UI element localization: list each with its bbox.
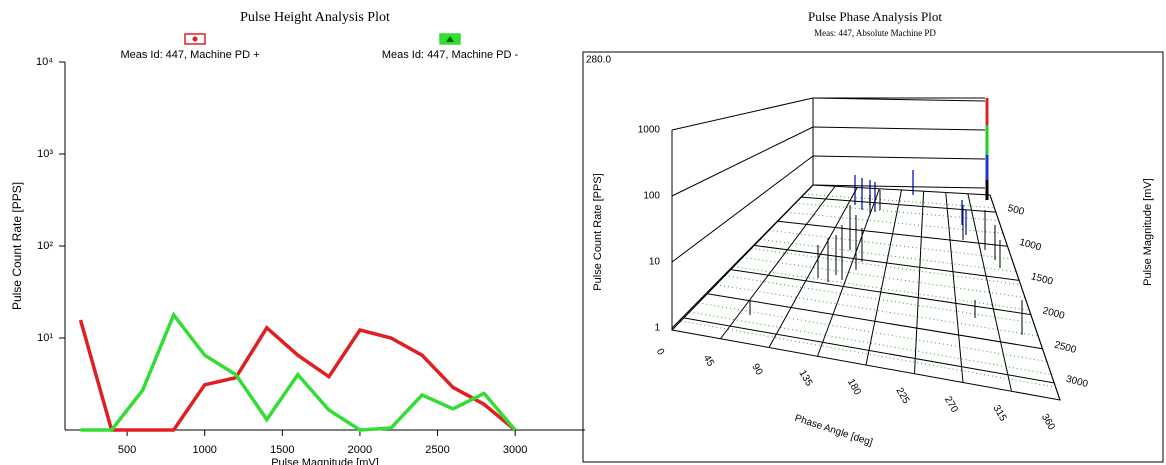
z-tick-label: 3000	[1065, 374, 1090, 390]
floor-grid-line	[945, 192, 964, 383]
chart-title: Pulse Height Analysis Plot	[240, 10, 390, 25]
floor-grid-line	[817, 188, 880, 357]
x-tick-label: 2000	[348, 444, 372, 456]
x-tick-label: 45	[701, 353, 716, 369]
floor-grid-line	[730, 269, 1031, 316]
z-axis-label: Pulse Magnitude [mV]	[1142, 178, 1154, 286]
y-tick-label: 10⁴	[36, 56, 53, 68]
y-tick-label: 10³	[37, 148, 53, 160]
wall-grid	[812, 97, 986, 102]
x-tick-label: 3000	[503, 444, 527, 456]
legend-marker	[446, 36, 454, 42]
z-tick-label: 1500	[1030, 271, 1055, 287]
x-tick-label: 360	[1039, 412, 1057, 432]
x-tick-label: 270	[942, 395, 960, 415]
chart-title: Pulse Phase Analysis Plot	[808, 9, 942, 24]
floor-grid-line	[754, 244, 1020, 281]
x-tick-label: 180	[845, 377, 863, 397]
series-line	[78, 319, 517, 432]
x-axis-label: Phase Angle [deg]	[793, 413, 874, 449]
x-tick-label: 1000	[192, 444, 216, 456]
x-tick-label: 500	[118, 444, 136, 456]
floor-grid-line	[720, 185, 836, 340]
y-tick-label: 100	[643, 191, 660, 202]
z-tick-label: 1000	[1018, 237, 1043, 253]
wall-grid	[812, 126, 986, 131]
wall-grid	[812, 184, 986, 189]
pulse-spikes-blue	[854, 170, 967, 235]
floor-grid-line	[707, 293, 1043, 350]
x-tick-label: 1500	[270, 444, 294, 456]
floor-grid-line	[768, 187, 858, 348]
legend-label: Meas Id: 447, Machine PD +	[120, 49, 259, 61]
floor-grid-line	[683, 317, 1055, 384]
floor-grid-line	[777, 220, 1008, 247]
x-tick-label: 2500	[425, 444, 449, 456]
right-panel-frame	[582, 51, 1164, 463]
pulse-spikes	[749, 190, 1023, 335]
x-tick-label: 90	[749, 362, 764, 378]
z-tick-label: 2000	[1041, 305, 1066, 321]
floor	[670, 184, 1061, 401]
y-axis-label: Pulse Count Rate [PPS]	[592, 173, 604, 290]
chart-subtitle: Meas: 447, Absolute Machine PD	[814, 28, 936, 38]
floor-grid-line	[914, 191, 925, 374]
floor-grid-line	[671, 184, 814, 331]
y-tick-label: 1	[654, 323, 660, 334]
legend-marker	[192, 36, 198, 42]
corner-label: 280.0	[586, 55, 611, 66]
x-axis-label: Pulse Magnitude [mV]	[271, 457, 379, 465]
x-tick-label: 0	[654, 347, 667, 358]
wall-grid	[671, 155, 814, 263]
y-tick-label: 10¹	[37, 332, 53, 344]
x-tick-label: 135	[796, 368, 814, 388]
wall-grid	[671, 126, 814, 197]
z-tick-label: 2500	[1053, 340, 1078, 356]
y-axis-label: Pulse Count Rate [PPS]	[10, 182, 24, 310]
x-tick-label: 225	[893, 386, 911, 406]
floor-grid-line	[801, 196, 996, 213]
series-line	[80, 311, 517, 432]
z-tick-label: 500	[1006, 203, 1025, 218]
y-tick-label: 10²	[37, 240, 53, 252]
minor-grid	[768, 229, 1012, 260]
wall-grid	[671, 97, 814, 131]
floor-grid-line	[989, 194, 1061, 401]
y-tick-label: 10	[649, 257, 661, 268]
x-tick-label: 315	[990, 403, 1008, 423]
legend-label: Meas Id: 447, Machine PD -	[382, 49, 519, 61]
floor-grid-line	[865, 189, 902, 366]
wall-grid	[812, 155, 986, 160]
floor-grid-line	[967, 193, 1012, 392]
y-tick-label: 1000	[638, 125, 661, 136]
